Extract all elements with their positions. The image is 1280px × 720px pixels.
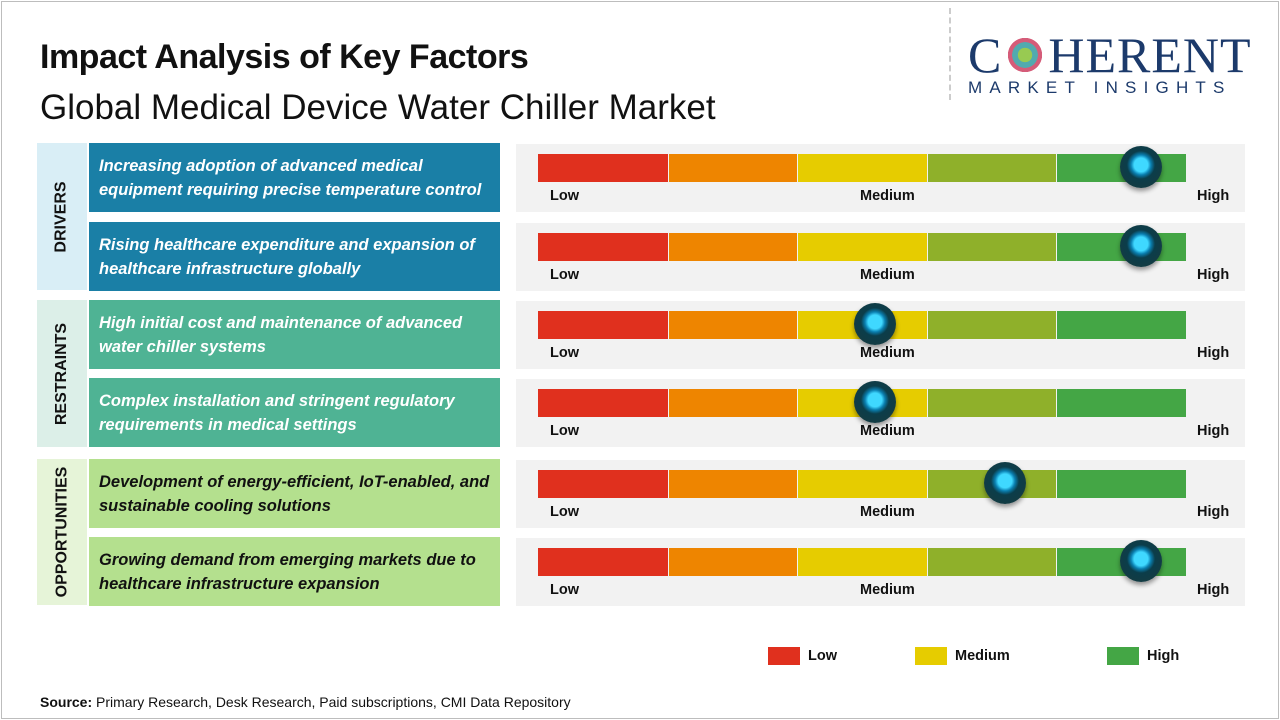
category-label: OPPORTUNITIES — [53, 466, 70, 598]
scale-label-medium: Medium — [860, 267, 915, 283]
legend-item: Low — [768, 647, 837, 665]
scale-label-medium: Medium — [860, 504, 915, 520]
impact-gauge: Low Medium High — [516, 144, 1245, 212]
source-text: Primary Research, Desk Research, Paid su… — [92, 694, 571, 710]
category-restraints: RESTRAINTS — [37, 300, 87, 447]
gauge-segment — [798, 548, 927, 576]
legend-item: Medium — [915, 647, 1010, 665]
page-title: Impact Analysis of Key Factors — [40, 38, 529, 76]
scale-label-low: Low — [550, 582, 579, 598]
legend-item: High — [1107, 647, 1179, 665]
scale-label-medium: Medium — [860, 582, 915, 598]
factor-text: Increasing adoption of advanced medical … — [89, 143, 500, 212]
divider — [949, 8, 951, 100]
scale-label-medium: Medium — [860, 188, 915, 204]
factor-text: High initial cost and maintenance of adv… — [89, 300, 500, 369]
legend-label: High — [1147, 648, 1180, 664]
gauge-segment — [798, 233, 927, 261]
impact-marker — [853, 381, 896, 423]
factor-text: Rising healthcare expenditure and expans… — [89, 222, 500, 291]
gauge-segment — [668, 548, 798, 576]
impact-gauge: Low Medium High — [516, 223, 1245, 291]
scale-label-low: Low — [550, 504, 579, 520]
legend-swatch — [768, 647, 800, 665]
gauge-segment — [668, 470, 798, 498]
category-drivers: DRIVERS — [37, 143, 87, 290]
scale-label-high: High — [1197, 423, 1230, 439]
scale-label-low: Low — [550, 188, 579, 204]
gauge-segment — [538, 311, 668, 339]
gauge-segment — [538, 233, 668, 261]
legend-label: Low — [808, 648, 837, 664]
gauge-segment — [668, 233, 798, 261]
gauge-segment — [538, 154, 668, 182]
gauge-segment — [538, 389, 668, 417]
impact-gauge: Low Medium High — [516, 460, 1245, 528]
scale-label-high: High — [1197, 504, 1230, 520]
factor-text: Complex installation and stringent regul… — [89, 378, 500, 447]
impact-marker — [983, 462, 1026, 504]
source-label: Source: — [40, 694, 93, 710]
impact-marker — [1119, 146, 1162, 188]
factor-text: Growing demand from emerging markets due… — [89, 537, 500, 606]
gauge-segment — [927, 311, 1057, 339]
factor-text: Development of energy-efficient, IoT-ena… — [89, 459, 500, 528]
gauge-segment — [668, 389, 798, 417]
legend-label: Medium — [955, 648, 1010, 664]
globe-icon — [1005, 35, 1046, 75]
gauge-segment — [1057, 311, 1186, 339]
page-subtitle: Global Medical Device Water Chiller Mark… — [40, 88, 716, 127]
gauge-segment — [927, 389, 1057, 417]
impact-marker — [1119, 540, 1162, 582]
scale-label-medium: Medium — [860, 423, 915, 439]
gauge-segment — [798, 470, 927, 498]
scale-label-low: Low — [550, 423, 579, 439]
category-label: RESTRAINTS — [53, 322, 71, 425]
logo-subtitle: MARKET INSIGHTS — [968, 78, 1232, 97]
gauge-segment — [538, 548, 668, 576]
scale-label-high: High — [1197, 188, 1230, 204]
impact-marker — [1119, 225, 1162, 267]
scale-label-high: High — [1197, 582, 1230, 598]
category-label: DRIVERS — [53, 180, 70, 253]
scale-label-high: High — [1197, 345, 1230, 361]
gauge-segment — [1057, 389, 1186, 417]
impact-gauge: Low Medium High — [516, 301, 1245, 369]
scale-label-low: Low — [550, 345, 579, 361]
gauge-segment — [927, 154, 1057, 182]
impact-gauge: Low Medium High — [516, 538, 1245, 606]
gauge-segment — [1057, 470, 1186, 498]
scale-label-high: High — [1197, 267, 1230, 283]
legend-swatch — [1107, 647, 1139, 665]
category-opportunities: OPPORTUNITIES — [37, 459, 87, 605]
logo: C HERENT MARKET INSIGHTS — [968, 30, 1260, 98]
scale-label-medium: Medium — [860, 345, 915, 361]
legend-swatch — [915, 647, 947, 665]
gauge-segment — [668, 154, 798, 182]
scale-label-low: Low — [550, 267, 579, 283]
impact-marker — [853, 303, 896, 345]
gauge-segment — [927, 233, 1057, 261]
gauge-segment — [927, 548, 1057, 576]
source-note: Source: Primary Research, Desk Research,… — [40, 694, 571, 710]
impact-gauge: Low Medium High — [516, 379, 1245, 447]
gauge-segment — [668, 311, 798, 339]
gauge-segment — [538, 470, 668, 498]
gauge-segment — [798, 154, 927, 182]
